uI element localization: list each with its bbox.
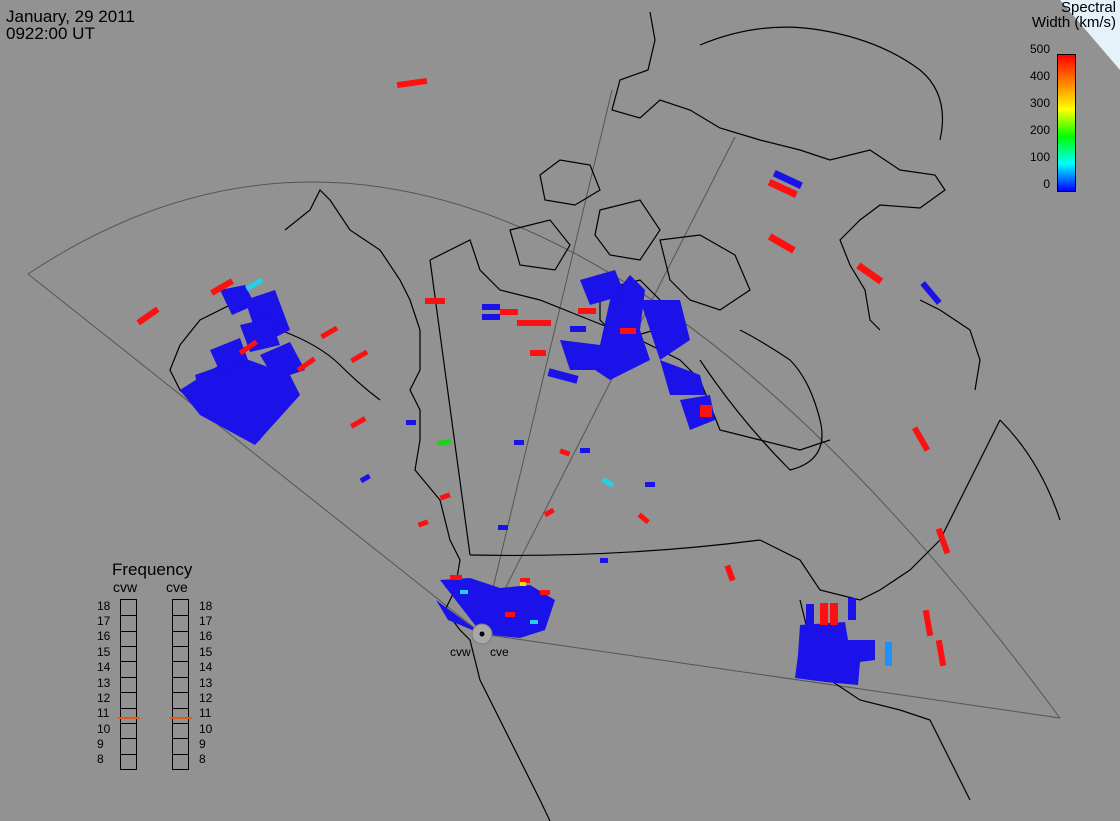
green-cell	[436, 438, 452, 447]
scatter-cells	[136, 77, 951, 685]
frequency-label-left: 18	[97, 598, 111, 613]
time-label: 0922:00 UT	[6, 24, 95, 43]
frequency-label-left: 15	[97, 644, 111, 659]
frequency-tick	[121, 692, 136, 694]
frequency-label-left: 10	[97, 721, 111, 736]
frequency-tick	[173, 630, 188, 632]
frequency-tick	[173, 661, 188, 663]
frequency-label-right: 12	[199, 690, 213, 705]
radar-label-cvw: cvw	[450, 645, 471, 659]
frequency-bar-cve	[170, 599, 192, 770]
frequency-tick	[121, 646, 136, 648]
radar-site-fan	[436, 578, 555, 638]
frequency-tick	[121, 661, 136, 663]
colorbar-label: 200	[1029, 123, 1050, 137]
corner-wedge	[1060, 0, 1120, 70]
frequency-tick	[173, 615, 188, 617]
frequency-tick	[121, 630, 136, 632]
radar-label-cve: cve	[490, 645, 509, 659]
frequency-title: Frequency	[112, 560, 193, 579]
frequency-label-right: 14	[199, 660, 213, 675]
colorbar-title-line2: Width (km/s)	[1031, 14, 1116, 31]
west-red-cells	[136, 278, 369, 429]
southeast-red-cells	[820, 603, 838, 625]
colorbar-title: Spectral Width (km/s)	[996, 0, 1116, 30]
frequency-bar-cvw	[118, 599, 140, 770]
header: January, 29 2011 0922:00 UT	[6, 8, 135, 42]
frequency-label-left: 8	[97, 752, 104, 767]
southeast-azure-cell	[885, 642, 892, 666]
radar-site-yellow	[520, 582, 526, 586]
radar-site-dot	[479, 631, 485, 637]
radar-site-cyan	[460, 590, 538, 624]
frequency-tick	[173, 722, 188, 724]
frequency-tick	[121, 676, 136, 678]
frequency-label-right: 16	[199, 629, 213, 644]
colorbar-label: 300	[1029, 96, 1050, 110]
frequency-tick	[121, 615, 136, 617]
colorbar-title-line1: Spectral	[1060, 0, 1116, 16]
west-cluster	[180, 285, 305, 445]
frequency-label-left: 17	[97, 614, 111, 629]
date-label: January, 29 2011	[6, 7, 135, 26]
frequency-radar-cve: cve	[166, 579, 188, 595]
frequency-marker	[118, 716, 140, 719]
west-cyan-cells	[245, 277, 264, 292]
frequency-label-left: 9	[97, 736, 104, 751]
central-red-cells	[396, 77, 951, 667]
frequency-label-left: 11	[97, 706, 110, 721]
frequency-tick	[121, 707, 136, 709]
colorbar-gradient	[1057, 54, 1076, 192]
frequency-label-right: 13	[199, 675, 213, 690]
frequency-tick	[173, 692, 188, 694]
frequency-tick	[173, 646, 188, 648]
frequency-label-right: 8	[199, 752, 206, 767]
frequency-label-left: 12	[97, 690, 111, 705]
frequency-marker	[170, 716, 192, 719]
coastlines	[169, 11, 1061, 821]
frequency-label-right: 10	[199, 721, 213, 736]
frequency-radar-cvw: cvw	[113, 579, 138, 595]
frequency-label-left: 13	[97, 675, 111, 690]
frequency-tick	[173, 753, 188, 755]
cyan-cell	[601, 477, 615, 488]
frequency-label-left: 16	[97, 629, 111, 644]
field-of-view-outline	[27, 89, 1061, 719]
frequency-label-right: 18	[199, 598, 213, 613]
colorbar-label: 0	[1043, 177, 1050, 191]
frequency-label-right: 15	[199, 644, 213, 659]
frequency-label-right: 17	[199, 614, 213, 629]
colorbar-label: 100	[1029, 150, 1050, 164]
frequency-tick	[121, 738, 136, 740]
frequency-tick	[173, 676, 188, 678]
colorbar-label: 400	[1029, 69, 1050, 83]
frequency-tick	[121, 722, 136, 724]
frequency-label-right: 9	[199, 736, 206, 751]
frequency-label-left: 14	[97, 660, 111, 675]
frequency-tick	[173, 738, 188, 740]
frequency-label-right: 11	[199, 706, 212, 721]
colorbar-label: 500	[1029, 42, 1050, 56]
central-cluster	[359, 169, 942, 563]
frequency-tick	[121, 753, 136, 755]
radar-site-red	[450, 575, 550, 617]
southeast-cluster	[795, 598, 875, 685]
frequency-tick	[173, 707, 188, 709]
